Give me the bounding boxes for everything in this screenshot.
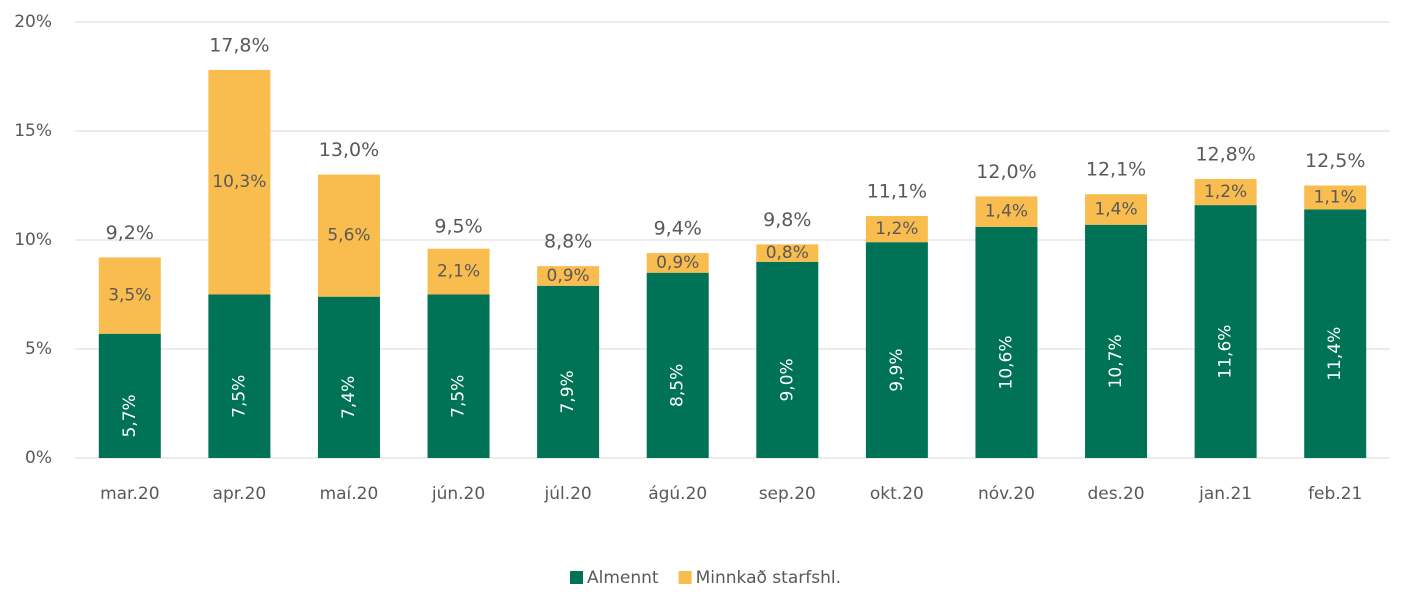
data-label: 1,2% <box>875 219 918 239</box>
total-label: 9,2% <box>106 222 154 244</box>
bar-segment <box>427 294 490 458</box>
x-tick-label: júl.20 <box>543 484 591 504</box>
bar-segment <box>1085 224 1148 458</box>
data-label: 11,4% <box>1325 327 1345 381</box>
data-label: 8,5% <box>668 364 688 407</box>
data-label: 5,7% <box>120 394 140 437</box>
total-label: 12,8% <box>1195 143 1255 165</box>
x-tick-label: jan.21 <box>1198 484 1252 504</box>
data-label: 1,4% <box>1094 199 1137 219</box>
total-label: 9,5% <box>434 215 482 237</box>
data-label: 2,1% <box>437 262 480 282</box>
data-label: 3,5% <box>108 286 151 306</box>
data-label: 5,6% <box>327 226 370 246</box>
bar-segment <box>865 242 928 458</box>
total-label: 8,8% <box>544 231 592 253</box>
legend-swatch <box>678 571 692 584</box>
bar-segment <box>1194 205 1257 458</box>
data-label: 10,6% <box>996 335 1016 389</box>
bar-segment <box>756 261 819 458</box>
x-tick-label: feb.21 <box>1308 484 1362 504</box>
bar-segment <box>975 196 1038 227</box>
bar-segment <box>208 69 271 295</box>
total-label: 9,8% <box>763 209 811 231</box>
x-tick-label: sep.20 <box>759 484 816 504</box>
data-label: 0,9% <box>547 266 590 286</box>
x-tick-label: des.20 <box>1087 484 1144 504</box>
total-label: 12,5% <box>1305 150 1365 172</box>
y-tick-label: 10% <box>14 230 52 250</box>
bar-segment <box>208 294 271 458</box>
legend-label: Almennt <box>587 568 659 588</box>
data-label: 10,3% <box>212 172 266 192</box>
y-tick-label: 0% <box>25 448 52 468</box>
data-label: 7,5% <box>449 375 469 418</box>
data-label: 7,5% <box>229 375 249 418</box>
data-label: 0,8% <box>766 243 809 263</box>
x-tick-label: maí.20 <box>320 484 379 504</box>
bar-segment <box>537 266 600 286</box>
x-tick-label: okt.20 <box>870 484 924 504</box>
bar-segment <box>756 244 819 262</box>
x-tick-label: jún.20 <box>431 484 485 504</box>
bar-segment <box>975 226 1038 458</box>
bar-segment <box>427 248 490 295</box>
bar-segment <box>646 272 709 458</box>
bar-segment <box>537 285 600 458</box>
data-label: 1,1% <box>1314 187 1357 207</box>
data-label: 10,7% <box>1106 334 1126 388</box>
legend-swatch <box>570 571 583 584</box>
data-label: 11,6% <box>1216 325 1236 379</box>
bar-segment <box>98 257 161 334</box>
x-tick-label: nóv.20 <box>978 484 1035 504</box>
bar-segment <box>98 333 161 458</box>
total-label: 12,1% <box>1086 159 1146 181</box>
bar-segment <box>646 253 709 273</box>
total-label: 13,0% <box>319 139 379 161</box>
x-tick-label: mar.20 <box>100 484 159 504</box>
total-label: 9,4% <box>654 218 702 240</box>
data-label: 7,9% <box>558 370 578 413</box>
total-label: 17,8% <box>209 34 269 56</box>
bar-segment <box>865 216 928 243</box>
bar-segment <box>317 296 380 458</box>
data-label: 1,2% <box>1204 182 1247 202</box>
bar-segment <box>1304 209 1367 458</box>
y-tick-label: 5% <box>25 339 52 359</box>
x-tick-label: ágú.20 <box>648 484 707 504</box>
total-label: 12,0% <box>976 161 1036 183</box>
bar-segment <box>1304 185 1367 210</box>
total-label: 11,1% <box>867 181 927 203</box>
data-label: 9,0% <box>777 358 797 401</box>
y-tick-label: 15% <box>14 121 52 141</box>
bar-segment <box>1085 194 1148 225</box>
data-label: 7,4% <box>339 376 359 419</box>
data-label: 0,9% <box>656 253 699 273</box>
data-label: 9,9% <box>887 348 907 391</box>
y-tick-label: 20% <box>14 12 52 32</box>
x-tick-label: apr.20 <box>213 484 267 504</box>
bar-segment <box>1194 178 1257 206</box>
legend-label: Minnkað starfshl. <box>696 568 841 588</box>
data-label: 1,4% <box>985 202 1028 222</box>
bar-segment <box>317 174 380 297</box>
